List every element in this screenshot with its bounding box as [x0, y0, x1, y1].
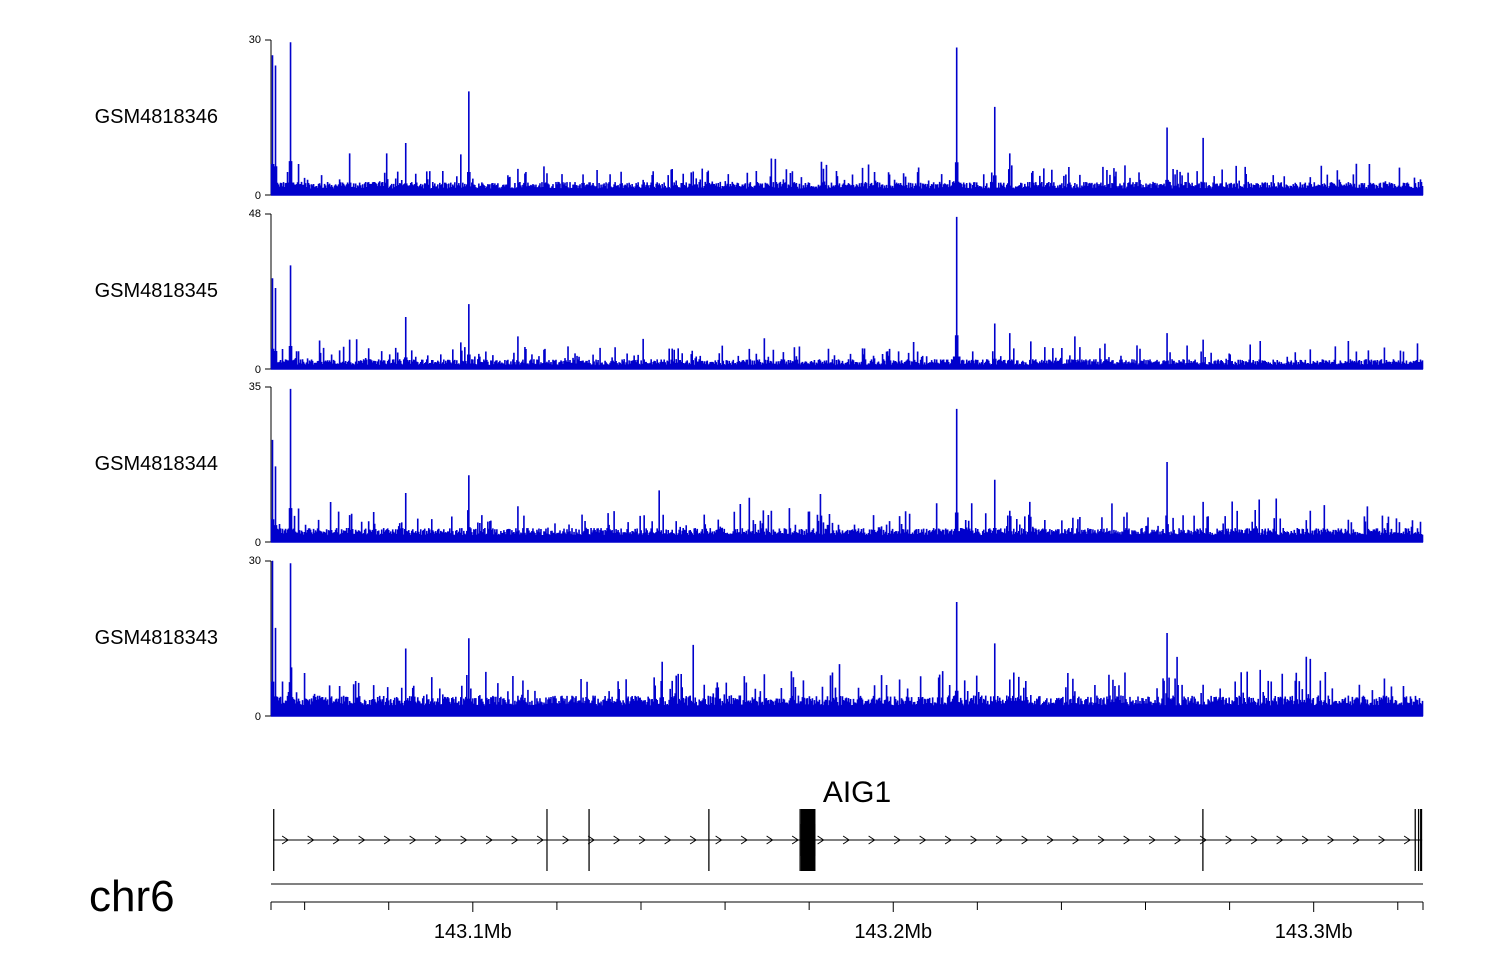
- strand-arrow: [1327, 835, 1335, 845]
- strand-arrow: [1021, 835, 1029, 845]
- strand-arrow: [1199, 835, 1208, 845]
- y-tick-label: 35: [249, 381, 261, 393]
- y-tick-label: 0: [255, 711, 261, 723]
- strand-arrow: [358, 835, 366, 845]
- strand-arrow: [536, 835, 545, 845]
- strand-arrow: [868, 835, 876, 845]
- coverage-signal: [270, 216, 1424, 370]
- gene-name-label: AIG1: [823, 776, 891, 809]
- strand-arrow: [740, 835, 749, 845]
- strand-arrow: [1352, 835, 1361, 845]
- coverage-signal: [270, 42, 1424, 196]
- strand-arrow: [1225, 835, 1233, 845]
- track-name-label: GSM4818343: [95, 627, 218, 649]
- strand-arrow: [485, 835, 494, 845]
- coverage-track: GSM4818346 30 0: [95, 34, 1424, 202]
- strand-arrow: [944, 835, 953, 845]
- coverage-track: GSM4818345 48 0: [95, 208, 1424, 376]
- coverage-signal: [270, 388, 1424, 543]
- strand-arrow: [766, 835, 774, 845]
- strand-arrow: [1403, 835, 1412, 845]
- axis-tick-label: 143.2Mb: [854, 921, 932, 943]
- coverage-track: GSM4818344 35 0: [95, 381, 1424, 549]
- track-name-label: GSM4818344: [95, 453, 218, 475]
- strand-arrow: [1072, 835, 1080, 845]
- strand-arrow: [919, 835, 927, 845]
- coverage-track: GSM4818343 30 0: [95, 555, 1424, 723]
- strand-arrow: [434, 835, 443, 845]
- gene-exon: [1417, 809, 1420, 871]
- y-tick-label: 48: [249, 208, 261, 220]
- strand-arrow: [409, 835, 417, 845]
- gene-exon: [1420, 809, 1423, 871]
- coverage-tracks: GSM4818346300GSM4818345480GSM4818344350G…: [95, 34, 1424, 723]
- strand-arrow: [1250, 835, 1259, 845]
- strand-arrow: [511, 835, 519, 845]
- gene-exon: [1202, 809, 1204, 871]
- gene-coding-block: [800, 824, 816, 856]
- strand-arrow: [562, 835, 570, 845]
- track-name-label: GSM4818346: [95, 106, 218, 128]
- axis-tick-label: 143.3Mb: [1275, 921, 1353, 943]
- chromosome-label: chr6: [89, 872, 175, 921]
- coverage-signal: [270, 560, 1424, 717]
- genome-axis: chr6 143.1Mb 143.2Mb 143.3Mb: [89, 872, 1424, 943]
- y-tick-label: 30: [249, 555, 261, 567]
- strand-arrow: [587, 835, 596, 845]
- strand-arrow: [1378, 835, 1386, 845]
- strand-arrow: [1123, 835, 1131, 845]
- strand-arrow: [842, 835, 851, 845]
- y-tick-label: 30: [249, 34, 261, 46]
- track-name-label: GSM4818345: [95, 280, 218, 302]
- y-tick-label: 0: [255, 190, 261, 202]
- strand-arrow: [1301, 835, 1310, 845]
- y-tick-label: 0: [255, 537, 261, 549]
- gene-exon: [588, 809, 590, 871]
- gene-exon: [708, 809, 710, 871]
- strand-arrow: [970, 835, 978, 845]
- strand-arrow: [1097, 835, 1106, 845]
- gene-exon: [546, 809, 548, 871]
- strand-arrow: [460, 835, 468, 845]
- strand-arrow: [638, 835, 647, 845]
- strand-arrow: [791, 835, 800, 845]
- strand-arrow: [1046, 835, 1055, 845]
- gene-exon: [1414, 809, 1416, 871]
- gene-exon: [273, 809, 275, 871]
- strand-arrow: [995, 835, 1004, 845]
- strand-arrow: [383, 835, 392, 845]
- strand-arrow: [817, 835, 825, 845]
- strand-arrow: [332, 835, 341, 845]
- gene-exon: [799, 809, 801, 871]
- strand-arrow: [689, 835, 698, 845]
- axis-tick-label: 143.1Mb: [434, 921, 512, 943]
- strand-arrow: [664, 835, 672, 845]
- gene-track: AIG1: [273, 776, 1423, 871]
- y-tick-label: 0: [255, 364, 261, 376]
- strand-arrow: [893, 835, 902, 845]
- strand-arrow: [715, 835, 723, 845]
- strand-arrow: [1276, 835, 1284, 845]
- strand-arrow: [307, 835, 315, 845]
- strand-arrow: [1148, 835, 1157, 845]
- strand-arrow: [281, 835, 290, 845]
- strand-arrow: [613, 835, 621, 845]
- strand-arrow: [1174, 835, 1182, 845]
